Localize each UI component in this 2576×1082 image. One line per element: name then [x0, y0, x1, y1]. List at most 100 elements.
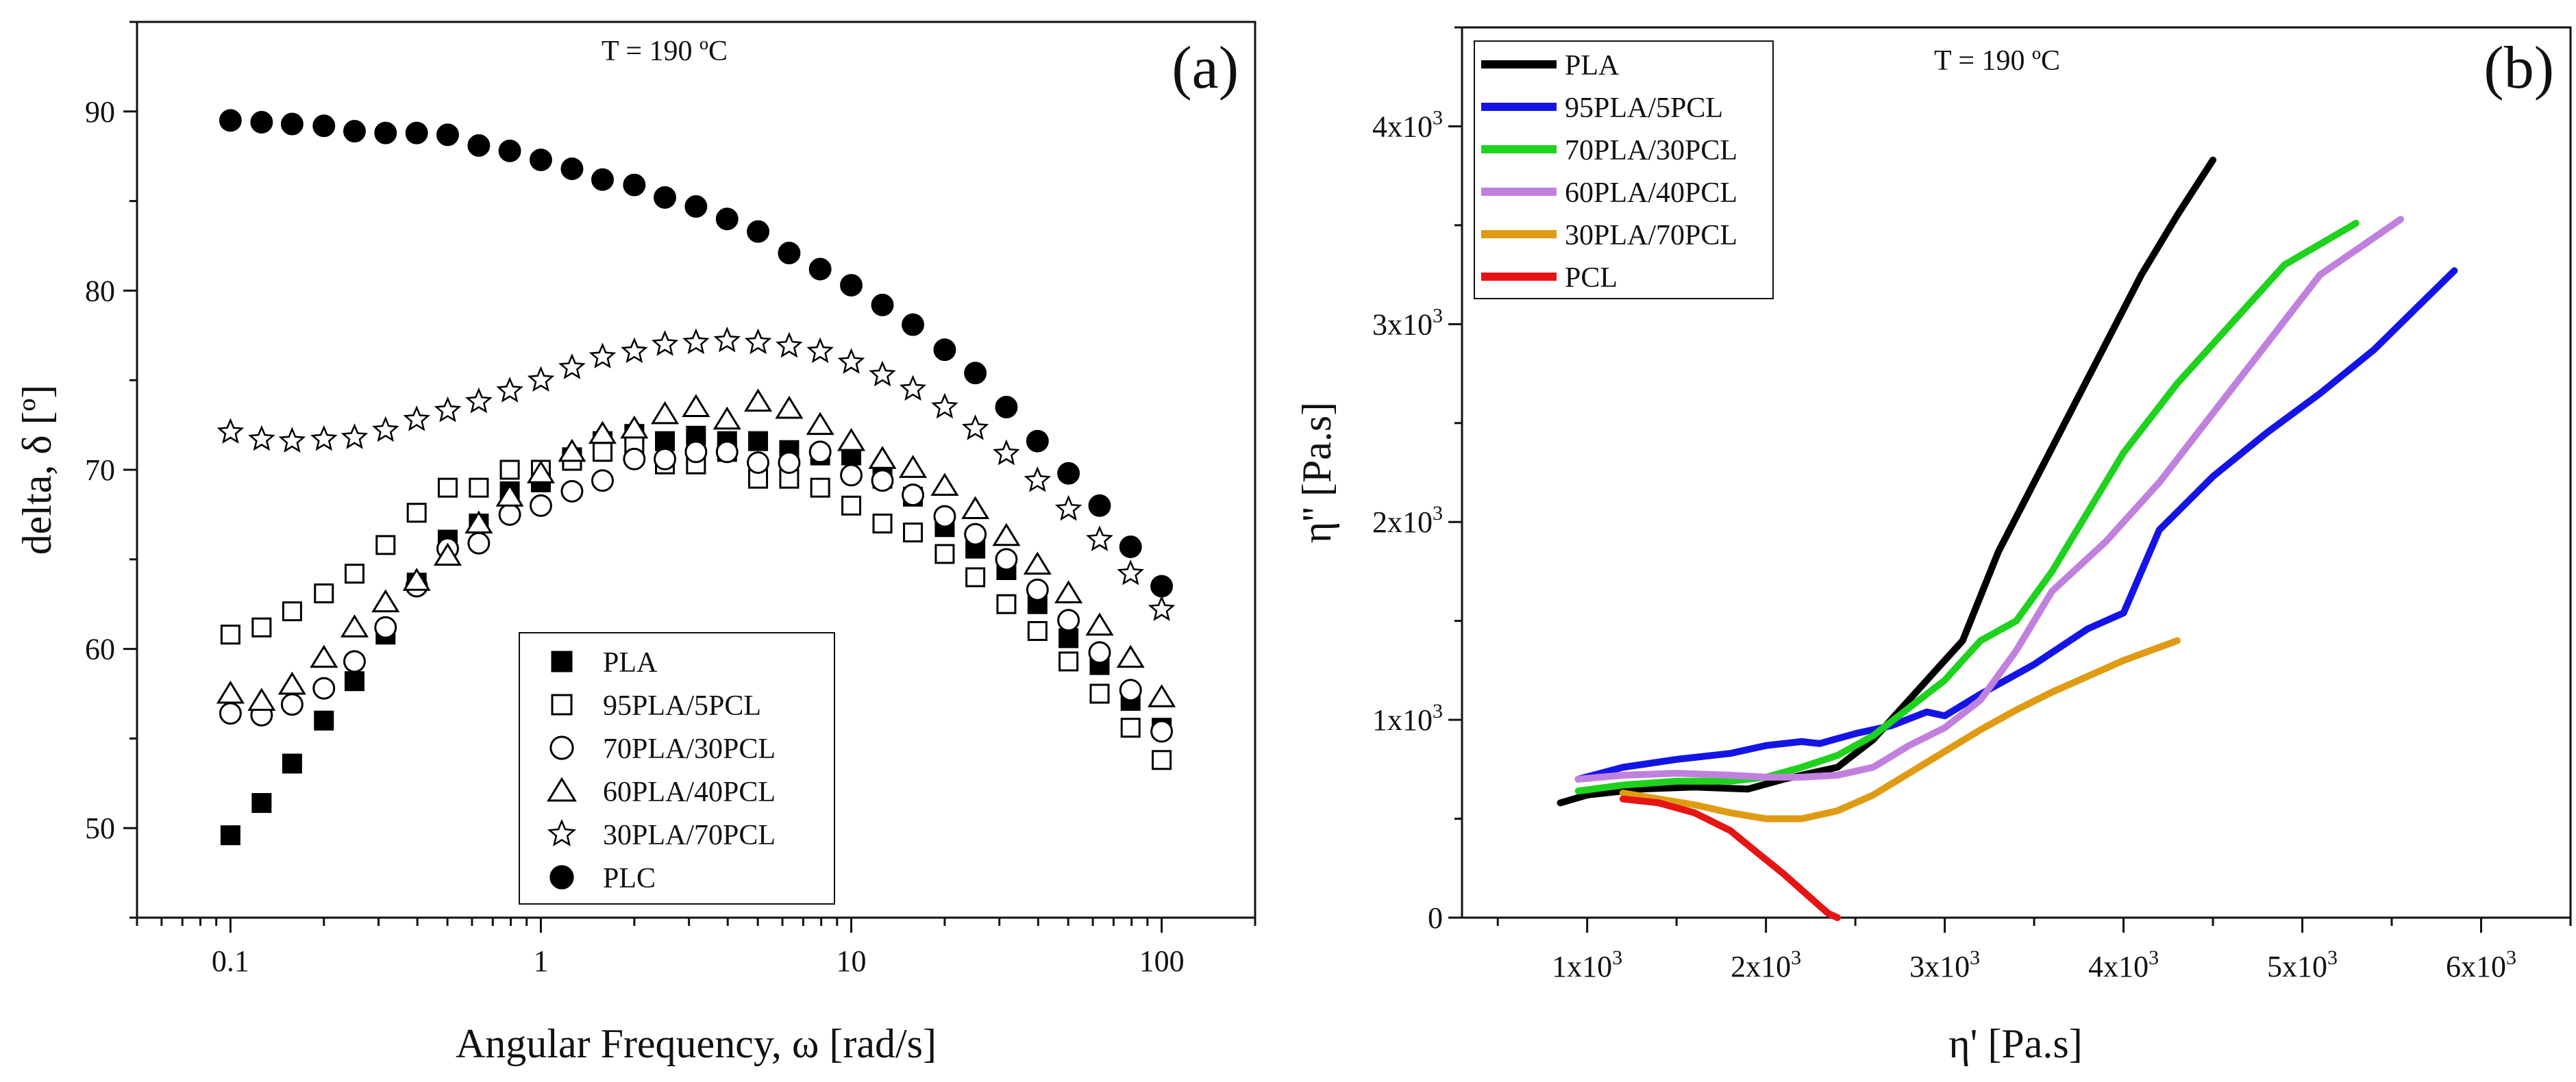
data-point-60pla-40pcl [277, 671, 306, 695]
data-point-60pla-40pcl [340, 614, 369, 638]
data-point-60pla-40pcl [588, 420, 617, 444]
data-point-30pla-70pcl [1148, 595, 1176, 621]
data-point-30pla-70pcl [713, 326, 741, 353]
legend-label-pcl: PCL [1565, 262, 1618, 294]
legend-label-30pla-70pcl: 30PLA/70PCL [603, 820, 776, 851]
data-point-30pla-70pcl [682, 328, 710, 355]
legend-label-pla: PLA [603, 647, 658, 679]
data-point-plc [684, 194, 708, 218]
data-point-30pla-70pcl [340, 423, 369, 449]
legend-label-plc: PLC [603, 863, 656, 894]
data-point-70pla-30pcl [623, 447, 646, 470]
data-point-30pla-70pcl [869, 360, 896, 387]
data-point-70pla-30pcl [808, 440, 832, 464]
panel-b-temperature-annotation: T = 190 ºC [1934, 45, 2060, 77]
panel-b-x-axis-label: η' [Pa.s] [1948, 1021, 2083, 1066]
data-point-95pla-5pcl [841, 495, 862, 516]
data-point-30pla-70pcl [776, 331, 803, 358]
data-point-30pla-70pcl [216, 418, 245, 444]
data-point-plc [312, 114, 336, 138]
data-point-95pla-5pcl [934, 544, 955, 564]
legend-marker-95pla-5pcl [551, 694, 573, 716]
data-point-60pla-40pcl [992, 523, 1021, 546]
panel-a-data-points [216, 109, 1176, 846]
data-point-plc [530, 148, 552, 171]
data-point-70pla-30pcl [219, 702, 242, 725]
panel-b-x-tick-label: 3x103 [1909, 946, 1980, 983]
data-point-30pla-70pcl [589, 342, 617, 369]
panel-b-y-tick-label: 4x103 [1372, 106, 1443, 143]
data-point-95pla-5pcl [375, 535, 396, 555]
data-point-70pla-30pcl [933, 505, 956, 528]
data-point-95pla-5pcl [1089, 683, 1110, 704]
data-point-plc [995, 395, 1018, 418]
series-60pla-40pcl [216, 388, 1176, 711]
data-point-pla [655, 431, 676, 451]
data-point-plc [250, 111, 273, 134]
data-point-95pla-5pcl [282, 601, 302, 622]
data-point-70pla-30pcl [964, 523, 987, 546]
series-line-70pla-30pcl [1574, 220, 2360, 795]
series-30pla-70pcl [216, 326, 1176, 621]
legend-marker-60pla-40pcl [547, 777, 577, 802]
data-point-70pla-30pcl [715, 440, 739, 464]
panel-b-x-tick-label: 6x103 [2446, 946, 2516, 983]
data-point-plc [1057, 462, 1080, 485]
data-point-70pla-30pcl [1057, 609, 1080, 632]
data-point-95pla-5pcl [469, 477, 489, 498]
panel-a-x-axis-label: Angular Frequency, ω [rad/s] [456, 1021, 937, 1066]
legend-label-95pla-5pcl: 95PLA/5PCL [1565, 92, 1723, 124]
data-point-95pla-5pcl [592, 442, 612, 462]
legend-label-30pla-70pcl: 30PLA/70PCL [1565, 220, 1737, 251]
panel-a-y-tick-label: 90 [85, 95, 115, 129]
data-point-pla [220, 825, 240, 846]
data-point-95pla-5pcl [314, 583, 334, 604]
data-point-plc [343, 120, 366, 143]
data-point-30pla-70pcl [1024, 466, 1052, 492]
panel-b-y-tick-label: 0 [1428, 901, 1443, 935]
data-point-plc [623, 173, 646, 197]
series-line-95pla-5pcl [1574, 267, 2458, 783]
data-point-plc [560, 158, 584, 180]
panel-a-chart: 0.1 1 10 100 50 60 70 80 90 T = 190 ºC (a) Angul… [14, 21, 1256, 1066]
data-point-30pla-70pcl [558, 353, 586, 379]
panel-b-x-tick-label: 5x103 [2267, 946, 2338, 983]
data-point-60pla-40pcl [1085, 612, 1114, 636]
panel-a-y-tick-label: 50 [85, 812, 115, 845]
data-point-plc [436, 123, 459, 147]
panel-b-plot-frame [1461, 26, 2572, 919]
panel-b-legend: PLA 95PLA/5PCL 70PLA/30PCL 60PLA/40PCL 30PLA… [1474, 40, 1774, 299]
panel-b-legend-box [1474, 40, 1774, 299]
data-point-70pla-30pcl [654, 447, 676, 470]
data-point-95pla-5pcl [903, 523, 924, 543]
data-point-pla [282, 753, 302, 774]
data-point-30pla-70pcl [621, 337, 648, 364]
data-point-plc [1026, 429, 1049, 453]
data-point-plc [747, 220, 769, 243]
data-point-30pla-70pcl [651, 330, 679, 356]
data-point-70pla-30pcl [591, 469, 614, 492]
data-point-30pla-70pcl [961, 414, 989, 440]
legend-label-pla: PLA [1565, 50, 1620, 81]
data-point-60pla-40pcl [1023, 551, 1052, 575]
data-point-plc [1150, 575, 1174, 598]
data-point-95pla-5pcl [748, 468, 769, 489]
data-point-70pla-30pcl [1119, 679, 1142, 702]
data-point-60pla-40pcl [837, 428, 866, 451]
legend-marker-30pla-70pcl [547, 818, 577, 846]
data-point-30pla-70pcl [403, 405, 431, 431]
data-point-60pla-40pcl [558, 438, 586, 462]
data-point-95pla-5pcl [437, 477, 458, 498]
legend-label-95pla-5pcl: 95PLA/5PCL [603, 690, 761, 722]
data-point-70pla-30pcl [778, 451, 801, 474]
data-point-pla [251, 793, 272, 814]
panel-a-y-tick-label: 70 [85, 453, 115, 487]
data-point-30pla-70pcl [465, 387, 493, 414]
data-point-30pla-70pcl [931, 392, 958, 419]
data-point-60pla-40pcl [650, 401, 680, 425]
data-point-plc [1088, 494, 1111, 517]
data-point-95pla-5pcl [1152, 750, 1172, 770]
panel-b-x-tick-label: 2x103 [1731, 946, 1801, 983]
data-point-plc [654, 186, 676, 209]
panel-b-y-tick-label: 2x103 [1372, 502, 1443, 539]
